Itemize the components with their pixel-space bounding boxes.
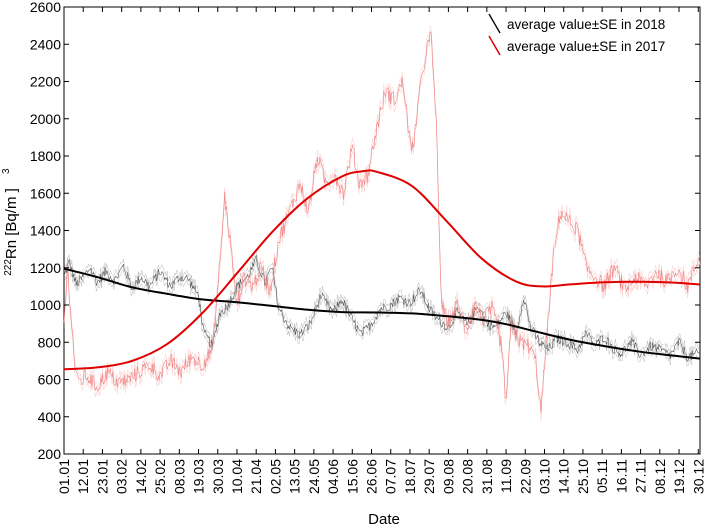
y-axis-title-unit-sup: 3 (1, 168, 12, 174)
y-tick-label: 800 (38, 334, 62, 350)
y-axis-title-main: Rn [Bq/m ] (3, 188, 20, 259)
y-tick-label: 1600 (30, 185, 61, 201)
y-tick-label: 1400 (30, 223, 61, 239)
y-tick-label: 2200 (30, 74, 61, 90)
x-tick-label: 25.02 (152, 459, 168, 494)
x-tick-label: 20.08 (460, 459, 476, 494)
x-tick-label: 29.07 (421, 459, 437, 494)
x-tick-label: 04.06 (325, 459, 341, 494)
x-tick-label: 15.06 (344, 459, 360, 494)
x-tick-label: 30.03 (210, 459, 226, 494)
x-tick-label: 25.10 (575, 459, 591, 494)
series-1-raw-line (63, 31, 701, 414)
y-tick-label: 600 (38, 372, 62, 388)
series-0-smooth-line (63, 267, 701, 360)
x-tick-label: 03.10 (536, 459, 552, 494)
y-tick-label: 1000 (30, 297, 61, 313)
x-tick-label: 03.02 (114, 459, 130, 494)
x-tick-label: 13.05 (287, 459, 303, 494)
x-tick-label: 19.12 (671, 459, 687, 494)
x-tick-label: 31.08 (479, 459, 495, 494)
y-tick-label: 2000 (30, 111, 61, 127)
x-tick-label: 30.12 (690, 459, 706, 494)
y-tick-label: 1200 (30, 260, 61, 276)
y-tick-label: 2400 (30, 36, 61, 52)
y-axis-title-sup: 222 (3, 259, 14, 276)
y-tick-label: 1800 (30, 148, 61, 164)
series-1-raw-lower-se (63, 37, 701, 421)
legend-label-2018: average value±SE in 2018 (507, 17, 665, 32)
x-tick-label: 14.10 (556, 459, 572, 494)
x-axis-title: Date (368, 511, 400, 528)
y-axis-title: 222Rn [Bq/m ] (3, 188, 21, 276)
y-tick-label: 200 (38, 446, 62, 462)
x-tick-label: 08.12 (652, 459, 668, 494)
x-tick-label: 02.05 (267, 459, 283, 494)
x-tick-label: 11.09 (498, 459, 514, 493)
series-0-raw-upper-se (63, 250, 701, 357)
y-tick-label: 400 (38, 409, 62, 425)
x-tick-label: 16.11 (613, 459, 629, 493)
x-tick-label: 19.03 (191, 459, 207, 494)
x-tick-label: 14.02 (133, 459, 149, 494)
legend-swatch-2018 (488, 13, 501, 34)
plot-frame (63, 6, 701, 455)
x-tick-label: 23.01 (94, 459, 110, 494)
x-tick-label: 18.07 (402, 459, 418, 494)
x-tick-label: 07.07 (383, 459, 399, 494)
x-tick-label: 08.03 (171, 459, 187, 494)
series-0-raw-lower-se (63, 259, 701, 367)
x-tick-label: 10.04 (229, 459, 245, 494)
series-1-smooth-line (63, 169, 701, 371)
x-tick-label: 05.11 (594, 459, 610, 493)
x-tick-label: 26.06 (364, 459, 380, 494)
legend-label-2017: average value±SE in 2017 (507, 39, 665, 54)
x-tick-label: 24.05 (306, 459, 322, 494)
legend: average value±SE in 2018 average value±S… (488, 13, 665, 56)
x-tick-label: 21.04 (248, 459, 264, 494)
x-tick-label: 09.08 (440, 459, 456, 494)
x-tick-label: 22.09 (517, 459, 533, 494)
plot-area (63, 6, 701, 455)
legend-swatch-2017 (488, 35, 501, 56)
y-tick-label: 2600 (30, 0, 61, 15)
x-tick-label: 12.01 (75, 459, 91, 494)
y-axis-ticks: 200 400 600 800 1000 1200 1400 1600 1800 2000 2200… (30, 0, 700, 462)
x-tick-label: 27.11 (633, 459, 649, 493)
x-axis-ticks: 01.01 12.01 23.01 03.02 14.02 25.02 08.03 19.03… (56, 7, 706, 494)
x-tick-label: 01.01 (56, 459, 72, 494)
series-1-raw-upper-se (63, 25, 701, 407)
